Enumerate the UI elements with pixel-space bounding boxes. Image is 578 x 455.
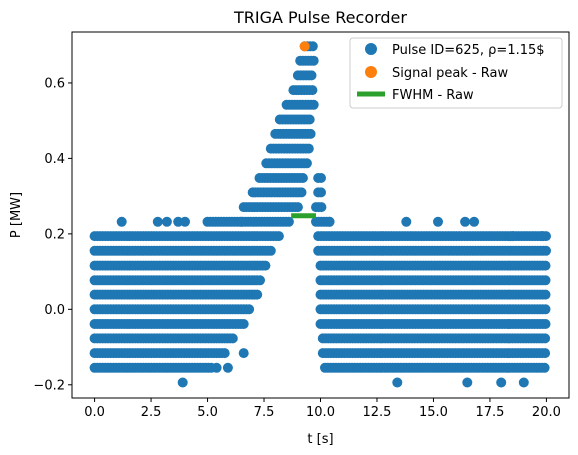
data-point — [260, 260, 271, 271]
data-point — [283, 216, 294, 227]
data-point — [540, 304, 551, 315]
data-point — [540, 319, 551, 329]
data-point — [307, 41, 318, 52]
data-point — [539, 362, 550, 373]
data-point — [116, 216, 127, 227]
data-point — [238, 348, 249, 359]
y-tick-label: 0.0 — [44, 303, 65, 318]
y-tick-label: 0.2 — [44, 227, 65, 242]
data-point — [296, 187, 307, 198]
legend-label-pulse: Pulse ID=625, ρ=1.15$ — [392, 43, 545, 58]
data-point — [222, 362, 233, 373]
data-point — [292, 202, 303, 213]
y-tick-label: 0.6 — [44, 76, 65, 91]
data-point — [297, 173, 308, 183]
data-point — [540, 333, 551, 344]
x-tick-label: 0.0 — [84, 405, 105, 420]
data-point — [273, 231, 284, 242]
data-point — [211, 362, 222, 373]
legend-box — [349, 37, 563, 109]
data-point — [324, 216, 335, 227]
data-point — [303, 143, 314, 154]
chart-title: TRIGA Pulse Recorder — [233, 8, 407, 27]
data-point — [540, 260, 551, 271]
data-point — [219, 348, 230, 359]
data-point — [161, 216, 172, 227]
data-point — [460, 216, 471, 227]
data-point — [244, 304, 255, 315]
plot-area — [89, 41, 551, 388]
legend-marker-signal-peak — [365, 66, 377, 78]
data-point — [305, 128, 316, 139]
y-axis: −0.2 0.0 0.2 0.4 0.6 — [33, 76, 72, 393]
data-point — [540, 289, 551, 300]
data-point — [507, 231, 518, 242]
data-point — [392, 377, 403, 388]
data-point — [236, 216, 247, 227]
data-point — [306, 70, 317, 81]
data-point — [308, 55, 319, 66]
x-tick-label: 12.5 — [363, 405, 392, 420]
data-point — [238, 319, 249, 329]
data-point — [304, 114, 315, 125]
y-tick-label: 0.4 — [44, 152, 65, 167]
data-point — [540, 348, 551, 359]
x-tick-label: 10.0 — [306, 405, 335, 420]
data-point — [307, 85, 318, 96]
data-point — [252, 289, 263, 300]
x-tick-label: 2.5 — [141, 405, 162, 420]
legend-label-signal-peak: Signal peak - Raw — [392, 66, 508, 81]
data-point — [177, 377, 188, 388]
legend-label-fwhm: FWHM - Raw — [392, 88, 474, 103]
y-axis-label: P [MW] — [9, 192, 24, 238]
data-point — [316, 202, 327, 213]
x-tick-label: 5.0 — [197, 405, 218, 420]
data-point — [255, 275, 265, 286]
data-point — [180, 216, 190, 227]
x-axis: 0.0 2.5 5.0 7.5 10.0 12.5 15.0 17.5 20.0 — [84, 398, 561, 420]
x-tick-label: 15.0 — [419, 405, 448, 420]
x-tick-label: 7.5 — [254, 405, 275, 420]
x-tick-label: 20.0 — [532, 405, 561, 420]
data-point — [401, 216, 412, 227]
data-point — [469, 216, 480, 227]
legend: Pulse ID=625, ρ=1.15$ Signal peak - Raw … — [349, 37, 563, 109]
y-tick-label: −0.2 — [33, 378, 65, 393]
x-tick-label: 17.5 — [475, 405, 504, 420]
data-point — [462, 377, 473, 388]
data-point — [540, 275, 551, 286]
signal-peak-point — [299, 41, 310, 52]
legend-marker-pulse — [365, 43, 377, 55]
data-point — [152, 216, 163, 227]
data-point — [265, 245, 276, 256]
data-point — [541, 245, 551, 256]
data-point — [308, 99, 319, 110]
data-point — [316, 187, 326, 198]
data-point — [536, 231, 547, 242]
data-point — [518, 377, 529, 388]
data-point — [316, 173, 326, 183]
data-point — [301, 158, 312, 169]
x-axis-label: t [s] — [307, 432, 333, 447]
data-point — [227, 333, 238, 344]
data-point — [496, 377, 507, 388]
data-point — [433, 216, 443, 227]
